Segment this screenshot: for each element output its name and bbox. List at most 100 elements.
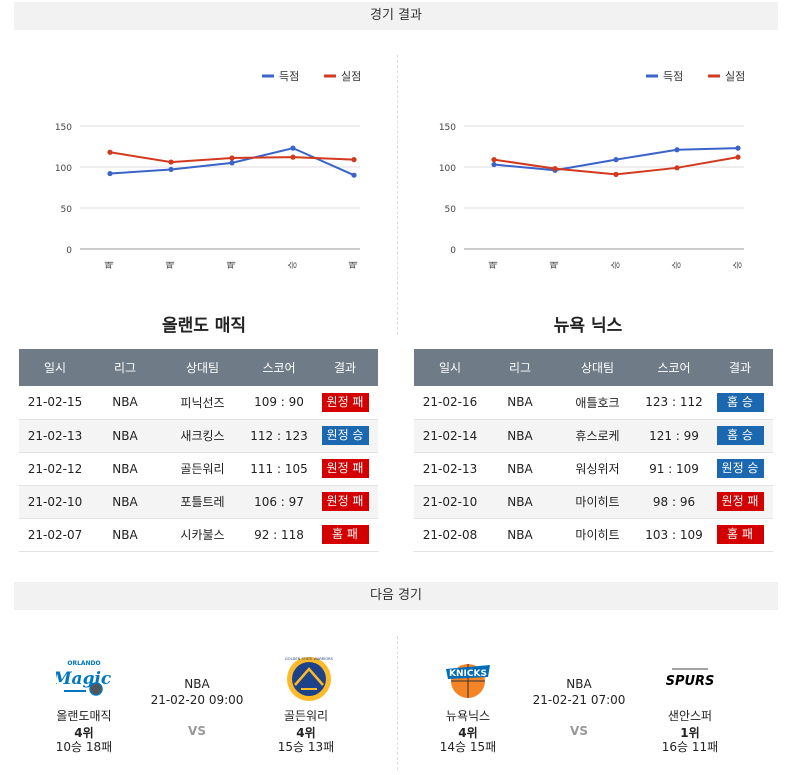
next-game-2-home-name: 뉴욕닉스 xyxy=(445,709,491,723)
next-game-1-vs: VS xyxy=(188,724,206,738)
chart-legend: 득점 실점 xyxy=(646,70,745,83)
next-games-divider xyxy=(397,636,398,770)
cell-result: 원정 패 xyxy=(312,485,378,519)
cell-result: 원정 패 xyxy=(312,452,378,486)
legend-label-conceded: 실점 xyxy=(725,70,745,83)
y-tick-label: 150 xyxy=(55,123,72,133)
column-header: 상대팀 xyxy=(554,349,641,386)
table-row: 21-02-15 NBA 피닉선즈 109 : 90 원정 패 xyxy=(19,386,378,420)
cell-result: 홈 패 xyxy=(707,518,773,552)
column-header: 상대팀 xyxy=(159,349,246,386)
y-tick-label: 50 xyxy=(61,205,73,215)
cell-opponent: 피닉선즈 xyxy=(159,386,246,420)
next-game-2-league: NBA xyxy=(566,677,592,691)
cell-score: 121 : 99 xyxy=(641,419,707,453)
next-game-2-away-record: 16승 11패 xyxy=(661,740,719,754)
team-title-knicks: 뉴욕 닉스 xyxy=(553,316,623,336)
cell-league: NBA xyxy=(486,386,554,420)
cell-league: NBA xyxy=(91,518,159,552)
data-point-scored xyxy=(351,172,357,178)
svg-text:ORLANDO: ORLANDO xyxy=(67,660,100,667)
next-game-1-away-name: 골든워리 xyxy=(283,709,329,723)
column-header: 결과 xyxy=(312,349,378,386)
data-point-conceded xyxy=(168,159,174,165)
y-tick-label: 0 xyxy=(66,246,72,256)
data-point-scored xyxy=(491,161,497,168)
table-row: 21-02-14 NBA 휴스로케 121 : 99 홈 승 xyxy=(414,419,773,453)
next-game-2-home-record: 14승 15패 xyxy=(439,740,497,754)
team-title-orlando: 올랜도 매직 xyxy=(161,316,247,336)
knicks-results-table: 일시 리그 상대팀 스코어 결과 21-02-16 NBA 애틀호크 123 : 112 홈 승… xyxy=(414,349,773,552)
cell-result: 홈 승 xyxy=(707,419,773,453)
next-game-2-away-name: 샌안스퍼 xyxy=(667,709,713,723)
legend-label-scored: 득점 xyxy=(663,70,683,83)
data-point-scored xyxy=(674,147,680,153)
result-badge: 원정 승 xyxy=(321,426,369,445)
result-badge: 홈 패 xyxy=(716,525,764,544)
results-section-header: 경기 결과 xyxy=(14,2,778,30)
cell-result: 홈 패 xyxy=(312,518,378,552)
cell-score: 106 : 97 xyxy=(246,485,312,519)
data-point-conceded xyxy=(229,155,235,161)
legend-label-scored: 득점 xyxy=(279,70,299,83)
x-tick-label: 패 xyxy=(349,261,360,269)
data-point-conceded xyxy=(613,171,619,177)
cell-league: NBA xyxy=(486,518,554,552)
table-row: 21-02-10 NBA 마이히트 98 : 96 원정 패 xyxy=(414,485,773,519)
next-game-1-home-name: 올랜도매직 xyxy=(56,709,112,723)
next-header-label: 다음 경기 xyxy=(370,588,422,603)
cell-date: 21-02-15 xyxy=(19,386,91,420)
orlando-score-chart: 득점 실점 150 100 50 0 패 패 패 승 패 xyxy=(55,70,361,269)
cell-score: 98 : 96 xyxy=(641,485,707,519)
result-badge: 원정 패 xyxy=(321,392,369,412)
table-row: 21-02-13 NBA 워싱위저 91 : 109 원정 승 xyxy=(414,452,773,486)
column-header: 리그 xyxy=(91,349,159,386)
result-badge: 원정 패 xyxy=(321,492,369,511)
cell-date: 21-02-16 xyxy=(414,386,486,420)
legend-label-conceded: 실점 xyxy=(341,70,361,83)
cell-score: 111 : 105 xyxy=(246,452,312,486)
cell-opponent: 시카불스 xyxy=(159,518,246,552)
cell-score: 91 : 109 xyxy=(641,452,707,486)
results-header-label: 경기 결과 xyxy=(370,8,422,23)
cell-result: 홈 승 xyxy=(707,386,773,420)
cell-score: 109 : 90 xyxy=(246,386,312,420)
cell-opponent: 애틀호크 xyxy=(554,386,641,420)
table-row: 21-02-10 NBA 포틀트레 106 : 97 원정 패 xyxy=(19,485,378,519)
cell-date: 21-02-13 xyxy=(19,419,91,453)
x-tick-label: 승 xyxy=(733,261,744,269)
new-york-knicks-logo: KNICKS xyxy=(446,664,490,698)
next-game-1-home-rank: 4위 xyxy=(74,726,94,740)
y-tick-label: 150 xyxy=(439,123,456,133)
x-tick-label: 패 xyxy=(550,261,561,269)
next-game-1-away-rank: 4위 xyxy=(296,726,316,740)
data-point-conceded xyxy=(674,165,680,171)
next-game-1-home-record: 10승 18패 xyxy=(55,740,113,754)
x-tick-label: 승 xyxy=(611,261,622,269)
cell-date: 21-02-10 xyxy=(414,485,486,519)
table-header-row: 일시 리그 상대팀 스코어 결과 xyxy=(19,349,378,386)
result-badge: 홈 승 xyxy=(716,426,764,445)
cell-opponent: 포틀트레 xyxy=(159,485,246,519)
column-header: 결과 xyxy=(707,349,773,386)
cell-league: NBA xyxy=(486,485,554,519)
san-antonio-spurs-logo: SPURS xyxy=(666,668,715,689)
svg-text:SPURS: SPURS xyxy=(666,674,715,689)
result-badge: 원정 패 xyxy=(321,459,369,478)
column-header: 리그 xyxy=(486,349,554,386)
data-point-scored xyxy=(290,145,296,151)
data-point-conceded xyxy=(290,154,296,160)
next-game-2-away-rank: 1위 xyxy=(680,726,700,740)
cell-date: 21-02-14 xyxy=(414,419,486,453)
cell-result: 원정 승 xyxy=(312,419,378,453)
cell-date: 21-02-07 xyxy=(19,518,91,552)
data-point-conceded xyxy=(107,149,113,155)
table-row: 21-02-08 NBA 마이히트 103 : 109 홈 패 xyxy=(414,518,773,552)
next-game-2-home-rank: 4위 xyxy=(458,726,478,740)
svg-text:KNICKS: KNICKS xyxy=(449,669,487,679)
cell-league: NBA xyxy=(91,452,159,486)
next-game-2-datetime: 21-02-21 07:00 xyxy=(532,693,626,707)
y-tick-label: 0 xyxy=(450,246,456,256)
table-row: 21-02-13 NBA 새크킹스 112 : 123 원정 승 xyxy=(19,419,378,453)
chart-legend: 득점 실점 xyxy=(262,70,361,83)
